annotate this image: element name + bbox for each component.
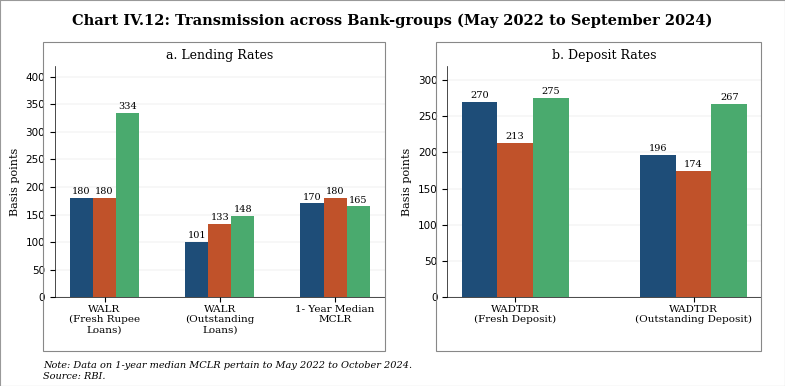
Bar (208, 224, 232, 297)
Bar (533, 98, 569, 297)
Bar (676, 171, 711, 297)
Bar (498, 143, 533, 297)
Bar (711, 104, 747, 297)
Bar (640, 155, 676, 297)
Text: 270: 270 (470, 91, 489, 100)
Text: 196: 196 (648, 144, 667, 153)
Text: 180: 180 (326, 187, 345, 196)
Y-axis label: Basis points: Basis points (10, 147, 20, 215)
Text: 180: 180 (72, 187, 91, 196)
Bar (323, 198, 347, 297)
Text: 174: 174 (685, 160, 703, 169)
Text: 334: 334 (119, 102, 137, 112)
Y-axis label: Basis points: Basis points (403, 147, 412, 215)
Title: a. Lending Rates: a. Lending Rates (166, 49, 273, 62)
Title: b. Deposit Rates: b. Deposit Rates (552, 49, 657, 62)
Bar (185, 242, 208, 297)
Text: 170: 170 (303, 193, 321, 202)
Bar (347, 206, 370, 297)
Text: Source: RBI.: Source: RBI. (43, 372, 106, 381)
Text: 148: 148 (234, 205, 252, 214)
Bar (301, 203, 323, 297)
Text: 101: 101 (188, 231, 206, 240)
Bar (70, 198, 93, 297)
Text: 275: 275 (542, 87, 560, 96)
Text: 133: 133 (210, 213, 229, 222)
Bar (232, 216, 254, 297)
Text: 267: 267 (720, 93, 739, 102)
Bar (116, 113, 139, 297)
Text: Note: Data on 1-year median MCLR pertain to May 2022 to October 2024.: Note: Data on 1-year median MCLR pertain… (43, 361, 412, 370)
Bar (93, 198, 116, 297)
Text: 180: 180 (95, 187, 114, 196)
Text: Chart IV.12: Transmission across Bank-groups (May 2022 to September 2024): Chart IV.12: Transmission across Bank-gr… (72, 14, 713, 28)
Text: 165: 165 (349, 196, 367, 205)
Bar (462, 102, 498, 297)
Text: 213: 213 (506, 132, 524, 141)
